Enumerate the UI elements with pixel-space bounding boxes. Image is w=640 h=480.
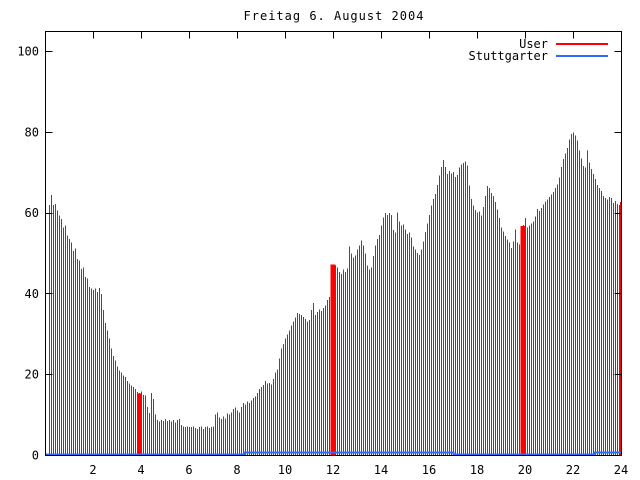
x-tick-label: 14 — [374, 463, 388, 477]
y-axis-tick-labels: 0 20 40 60 80 100 — [17, 45, 39, 463]
x-tick-label: 24 — [614, 463, 628, 477]
x-tick-label: 22 — [566, 463, 580, 477]
y-tick-label: 20 — [25, 368, 39, 382]
legend-label-user: User — [519, 37, 548, 51]
user-series-impulses — [49, 132, 621, 455]
x-tick-label: 12 — [326, 463, 340, 477]
y-tick-label: 60 — [25, 206, 39, 220]
x-tick-label: 20 — [518, 463, 532, 477]
y-tick-label: 0 — [32, 449, 39, 463]
x-axis-tick-labels: 2 4 6 8 10 12 14 16 18 20 22 24 — [89, 463, 628, 477]
x-tick-label: 2 — [89, 463, 96, 477]
y-tick-label: 80 — [25, 125, 39, 139]
chart-title: Freitag 6. August 2004 — [244, 9, 425, 23]
user-solid-column — [330, 264, 336, 455]
x-tick-label: 10 — [278, 463, 292, 477]
legend: User Stuttgarter — [469, 37, 608, 63]
x-tick-label: 4 — [137, 463, 144, 477]
user-series-solid-columns — [137, 226, 526, 455]
stuttgarter-series-line — [45, 451, 622, 456]
legend-label-stuttgarter: Stuttgarter — [469, 49, 548, 63]
y-tick-label: 40 — [25, 287, 39, 301]
x-tick-label: 6 — [185, 463, 192, 477]
x-tick-label: 18 — [470, 463, 484, 477]
axis-ticks — [45, 31, 622, 456]
y-tick-label: 100 — [17, 45, 39, 59]
user-solid-column — [520, 226, 526, 455]
stuttgarter-line — [45, 451, 622, 456]
x-tick-label: 8 — [233, 463, 240, 477]
x-tick-label: 16 — [422, 463, 436, 477]
user-solid-column — [137, 393, 143, 455]
